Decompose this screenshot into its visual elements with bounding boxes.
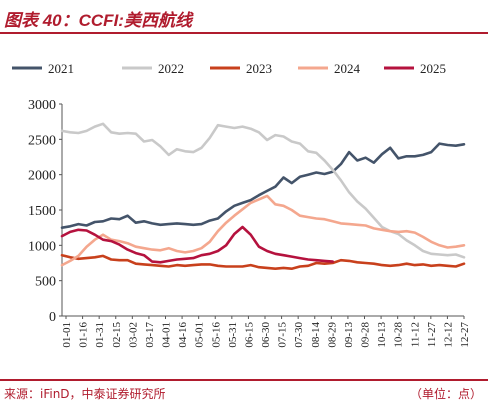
x-tick-label: 11-27 (426, 322, 438, 348)
y-tick-label: 2000 (28, 169, 56, 184)
series-line-2021 (60, 142, 466, 229)
legend-label-2021: 2021 (48, 61, 74, 76)
x-tick-label: 01-01 (61, 322, 73, 348)
x-tick-label: 04-16 (177, 322, 189, 348)
series-line-2023 (60, 253, 466, 271)
x-tick-label: 01-16 (78, 322, 90, 348)
legend-label-2024: 2024 (334, 61, 361, 76)
x-axis-ticks: 01-01 01-16 01-31 02-15 03-02 03-17 04-01 04-16… (61, 316, 471, 348)
unit-note: （单位：点） (409, 387, 482, 401)
series-line-2022 (60, 122, 466, 259)
series-line-2024 (60, 194, 466, 267)
legend-label-2025: 2025 (420, 61, 446, 76)
source-note: 来源：iFinD，中泰证券研究所 (4, 387, 166, 401)
x-tick-label: 08-14 (310, 322, 322, 348)
x-tick-label: 03-02 (127, 322, 139, 348)
x-tick-label: 08-29 (326, 322, 338, 348)
x-tick-label: 03-17 (144, 322, 156, 348)
x-tick-label: 05-16 (210, 322, 222, 348)
line-chart: 2021 2022 2023 2024 2025 0 500 1000 1500 2000 250… (12, 61, 471, 348)
x-tick-label: 05-31 (227, 322, 239, 348)
y-tick-label: 1500 (28, 204, 56, 219)
x-tick-label: 07-15 (277, 322, 289, 348)
x-tick-label: 11-12 (409, 322, 421, 347)
y-tick-label: 2500 (28, 133, 56, 148)
x-tick-label: 10-13 (376, 322, 388, 348)
x-tick-label: 01-31 (94, 322, 106, 348)
footer-divider (0, 379, 488, 381)
chart-legend: 2021 2022 2023 2024 2025 (12, 61, 446, 76)
y-tick-label: 1000 (28, 239, 56, 254)
x-tick-label: 12-27 (459, 322, 471, 348)
series-lines (60, 122, 466, 271)
figure-title: 图表 40：CCFI:美西航线 (4, 11, 192, 30)
x-tick-label: 06-30 (260, 322, 272, 348)
x-tick-label: 12-12 (442, 322, 454, 348)
legend-label-2022: 2022 (158, 61, 184, 76)
x-tick-label: 07-30 (293, 322, 305, 348)
x-tick-label: 09-28 (360, 322, 372, 348)
x-tick-label: 06-15 (243, 322, 255, 348)
title-divider (0, 32, 488, 34)
x-tick-label: 04-01 (161, 322, 173, 348)
y-axis-ticks: 0 500 1000 1500 2000 2500 3000 (28, 98, 62, 325)
series-line-2025 (60, 225, 335, 264)
legend-label-2023: 2023 (246, 61, 272, 76)
x-tick-label: 02-15 (111, 322, 123, 348)
y-tick-label: 500 (35, 275, 56, 290)
x-tick-label: 10-28 (393, 322, 405, 348)
y-tick-label: 0 (49, 310, 56, 325)
x-tick-label: 09-13 (343, 322, 355, 348)
x-tick-label: 05-01 (194, 322, 206, 348)
y-tick-label: 3000 (28, 98, 56, 113)
